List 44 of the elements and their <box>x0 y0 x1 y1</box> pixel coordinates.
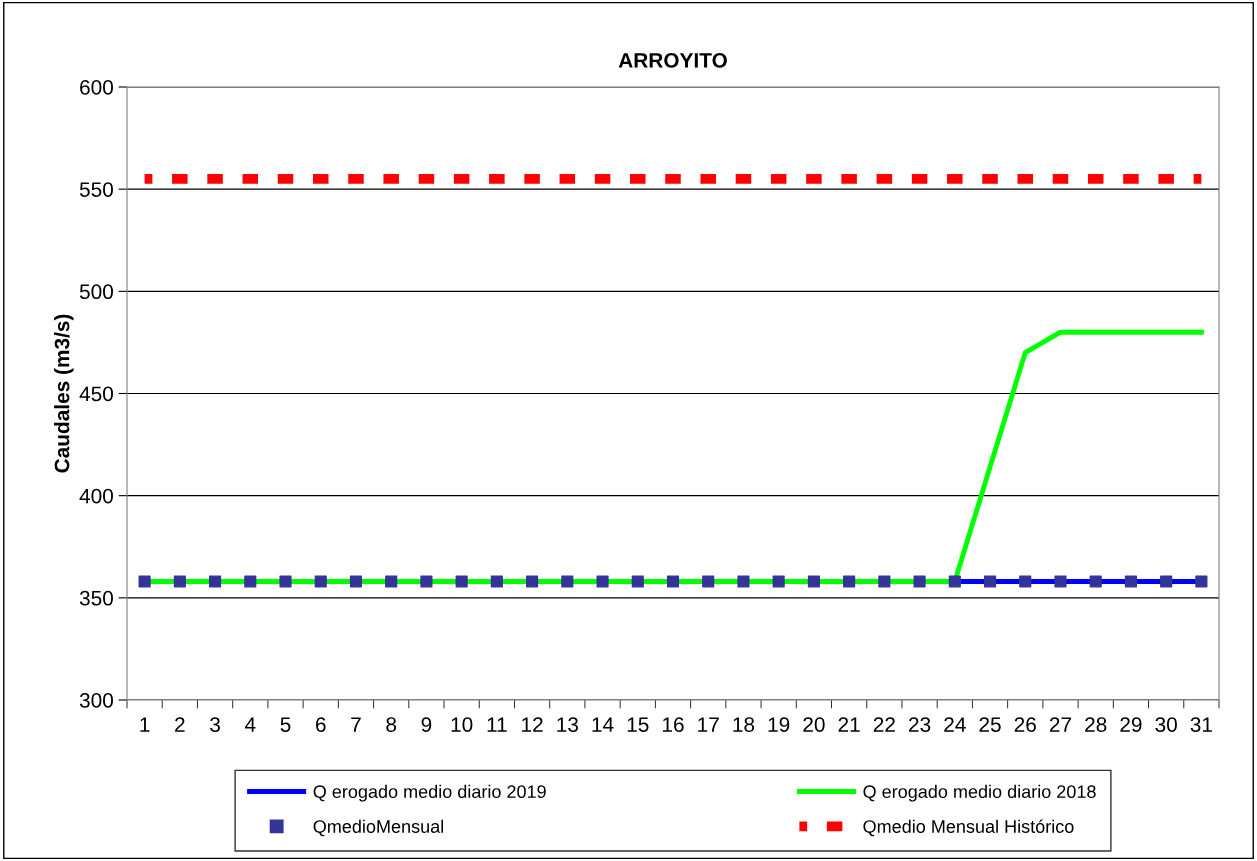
x-tick-label: 19 <box>768 717 790 732</box>
legend-label: Q erogado medio diario 2019 <box>313 784 546 802</box>
y-tick-label: 450 <box>79 386 113 402</box>
chart-title: ARROYITO <box>618 53 727 68</box>
x-tick-label: 31 <box>1190 717 1212 732</box>
x-tick-label: 17 <box>698 717 719 732</box>
x-tick-label: 3 <box>210 717 220 732</box>
x-tick-label: 27 <box>1049 717 1072 732</box>
x-tick-label: 20 <box>803 717 825 732</box>
legend-label: Q erogado medio diario 2018 <box>863 784 1096 802</box>
x-tick-label: 2 <box>175 717 185 732</box>
x-tick-label: 16 <box>663 717 684 732</box>
x-tick-label: 22 <box>873 717 895 732</box>
x-tick-label: 29 <box>1120 717 1142 732</box>
x-tick-label: 14 <box>592 717 614 732</box>
x-tick-label: 24 <box>944 717 966 732</box>
y-axis-title: Caudales (m3/s) <box>54 314 74 473</box>
legend-label: QmedioMensual <box>313 819 444 837</box>
x-tick-label: 30 <box>1155 717 1177 732</box>
x-tick-label: 4 <box>244 717 256 732</box>
x-tick-label: 8 <box>386 717 397 732</box>
y-tick-label: 350 <box>79 590 113 606</box>
x-tick-label: 15 <box>627 717 649 732</box>
x-tick-label: 11 <box>487 717 507 732</box>
y-tick-label: 500 <box>79 284 113 300</box>
x-tick-label: 23 <box>909 717 931 732</box>
x-tick-label: 28 <box>1085 717 1107 732</box>
x-tick-label: 21 <box>838 717 860 732</box>
x-tick-label: 18 <box>733 717 755 732</box>
x-tick-label: 13 <box>557 717 578 732</box>
y-tick-label: 300 <box>79 693 113 708</box>
x-tick-label: 26 <box>1014 717 1036 732</box>
y-tick-label: 550 <box>79 182 113 197</box>
legend-label: Qmedio Mensual Histórico <box>863 819 1074 837</box>
x-tick-label: 1 <box>140 717 150 732</box>
y-tick-label: 400 <box>79 488 113 504</box>
x-tick-label: 10 <box>451 717 473 732</box>
x-tick-label: 5 <box>280 717 291 732</box>
x-tick-label: 25 <box>979 717 1001 732</box>
x-tick-label: 7 <box>351 717 361 732</box>
x-tick-label: 6 <box>316 717 326 732</box>
x-tick-label: 9 <box>421 717 432 732</box>
y-tick-label: 600 <box>80 80 113 95</box>
x-tick-label: 12 <box>522 717 543 732</box>
